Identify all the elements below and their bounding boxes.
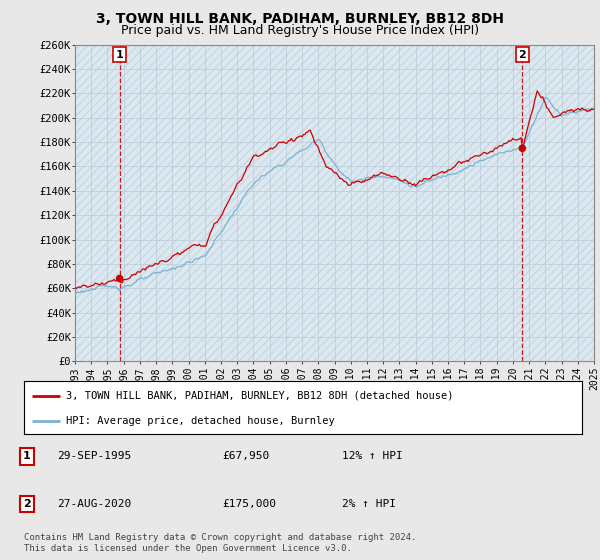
Text: 3, TOWN HILL BANK, PADIHAM, BURNLEY, BB12 8DH (detached house): 3, TOWN HILL BANK, PADIHAM, BURNLEY, BB1… bbox=[66, 391, 454, 401]
Text: £175,000: £175,000 bbox=[222, 499, 276, 509]
Text: Contains HM Land Registry data © Crown copyright and database right 2024.
This d: Contains HM Land Registry data © Crown c… bbox=[24, 533, 416, 553]
Text: 29-SEP-1995: 29-SEP-1995 bbox=[57, 451, 131, 461]
Point bbox=[518, 144, 527, 153]
Text: HPI: Average price, detached house, Burnley: HPI: Average price, detached house, Burn… bbox=[66, 416, 335, 426]
Text: £67,950: £67,950 bbox=[222, 451, 269, 461]
Text: 1: 1 bbox=[23, 451, 31, 461]
Text: 1: 1 bbox=[116, 49, 124, 59]
Text: Price paid vs. HM Land Registry's House Price Index (HPI): Price paid vs. HM Land Registry's House … bbox=[121, 24, 479, 36]
Text: 12% ↑ HPI: 12% ↑ HPI bbox=[342, 451, 403, 461]
Text: 2: 2 bbox=[518, 49, 526, 59]
Text: 2% ↑ HPI: 2% ↑ HPI bbox=[342, 499, 396, 509]
Point bbox=[115, 274, 124, 283]
Text: 27-AUG-2020: 27-AUG-2020 bbox=[57, 499, 131, 509]
Text: 3, TOWN HILL BANK, PADIHAM, BURNLEY, BB12 8DH: 3, TOWN HILL BANK, PADIHAM, BURNLEY, BB1… bbox=[96, 12, 504, 26]
Text: 2: 2 bbox=[23, 499, 31, 509]
